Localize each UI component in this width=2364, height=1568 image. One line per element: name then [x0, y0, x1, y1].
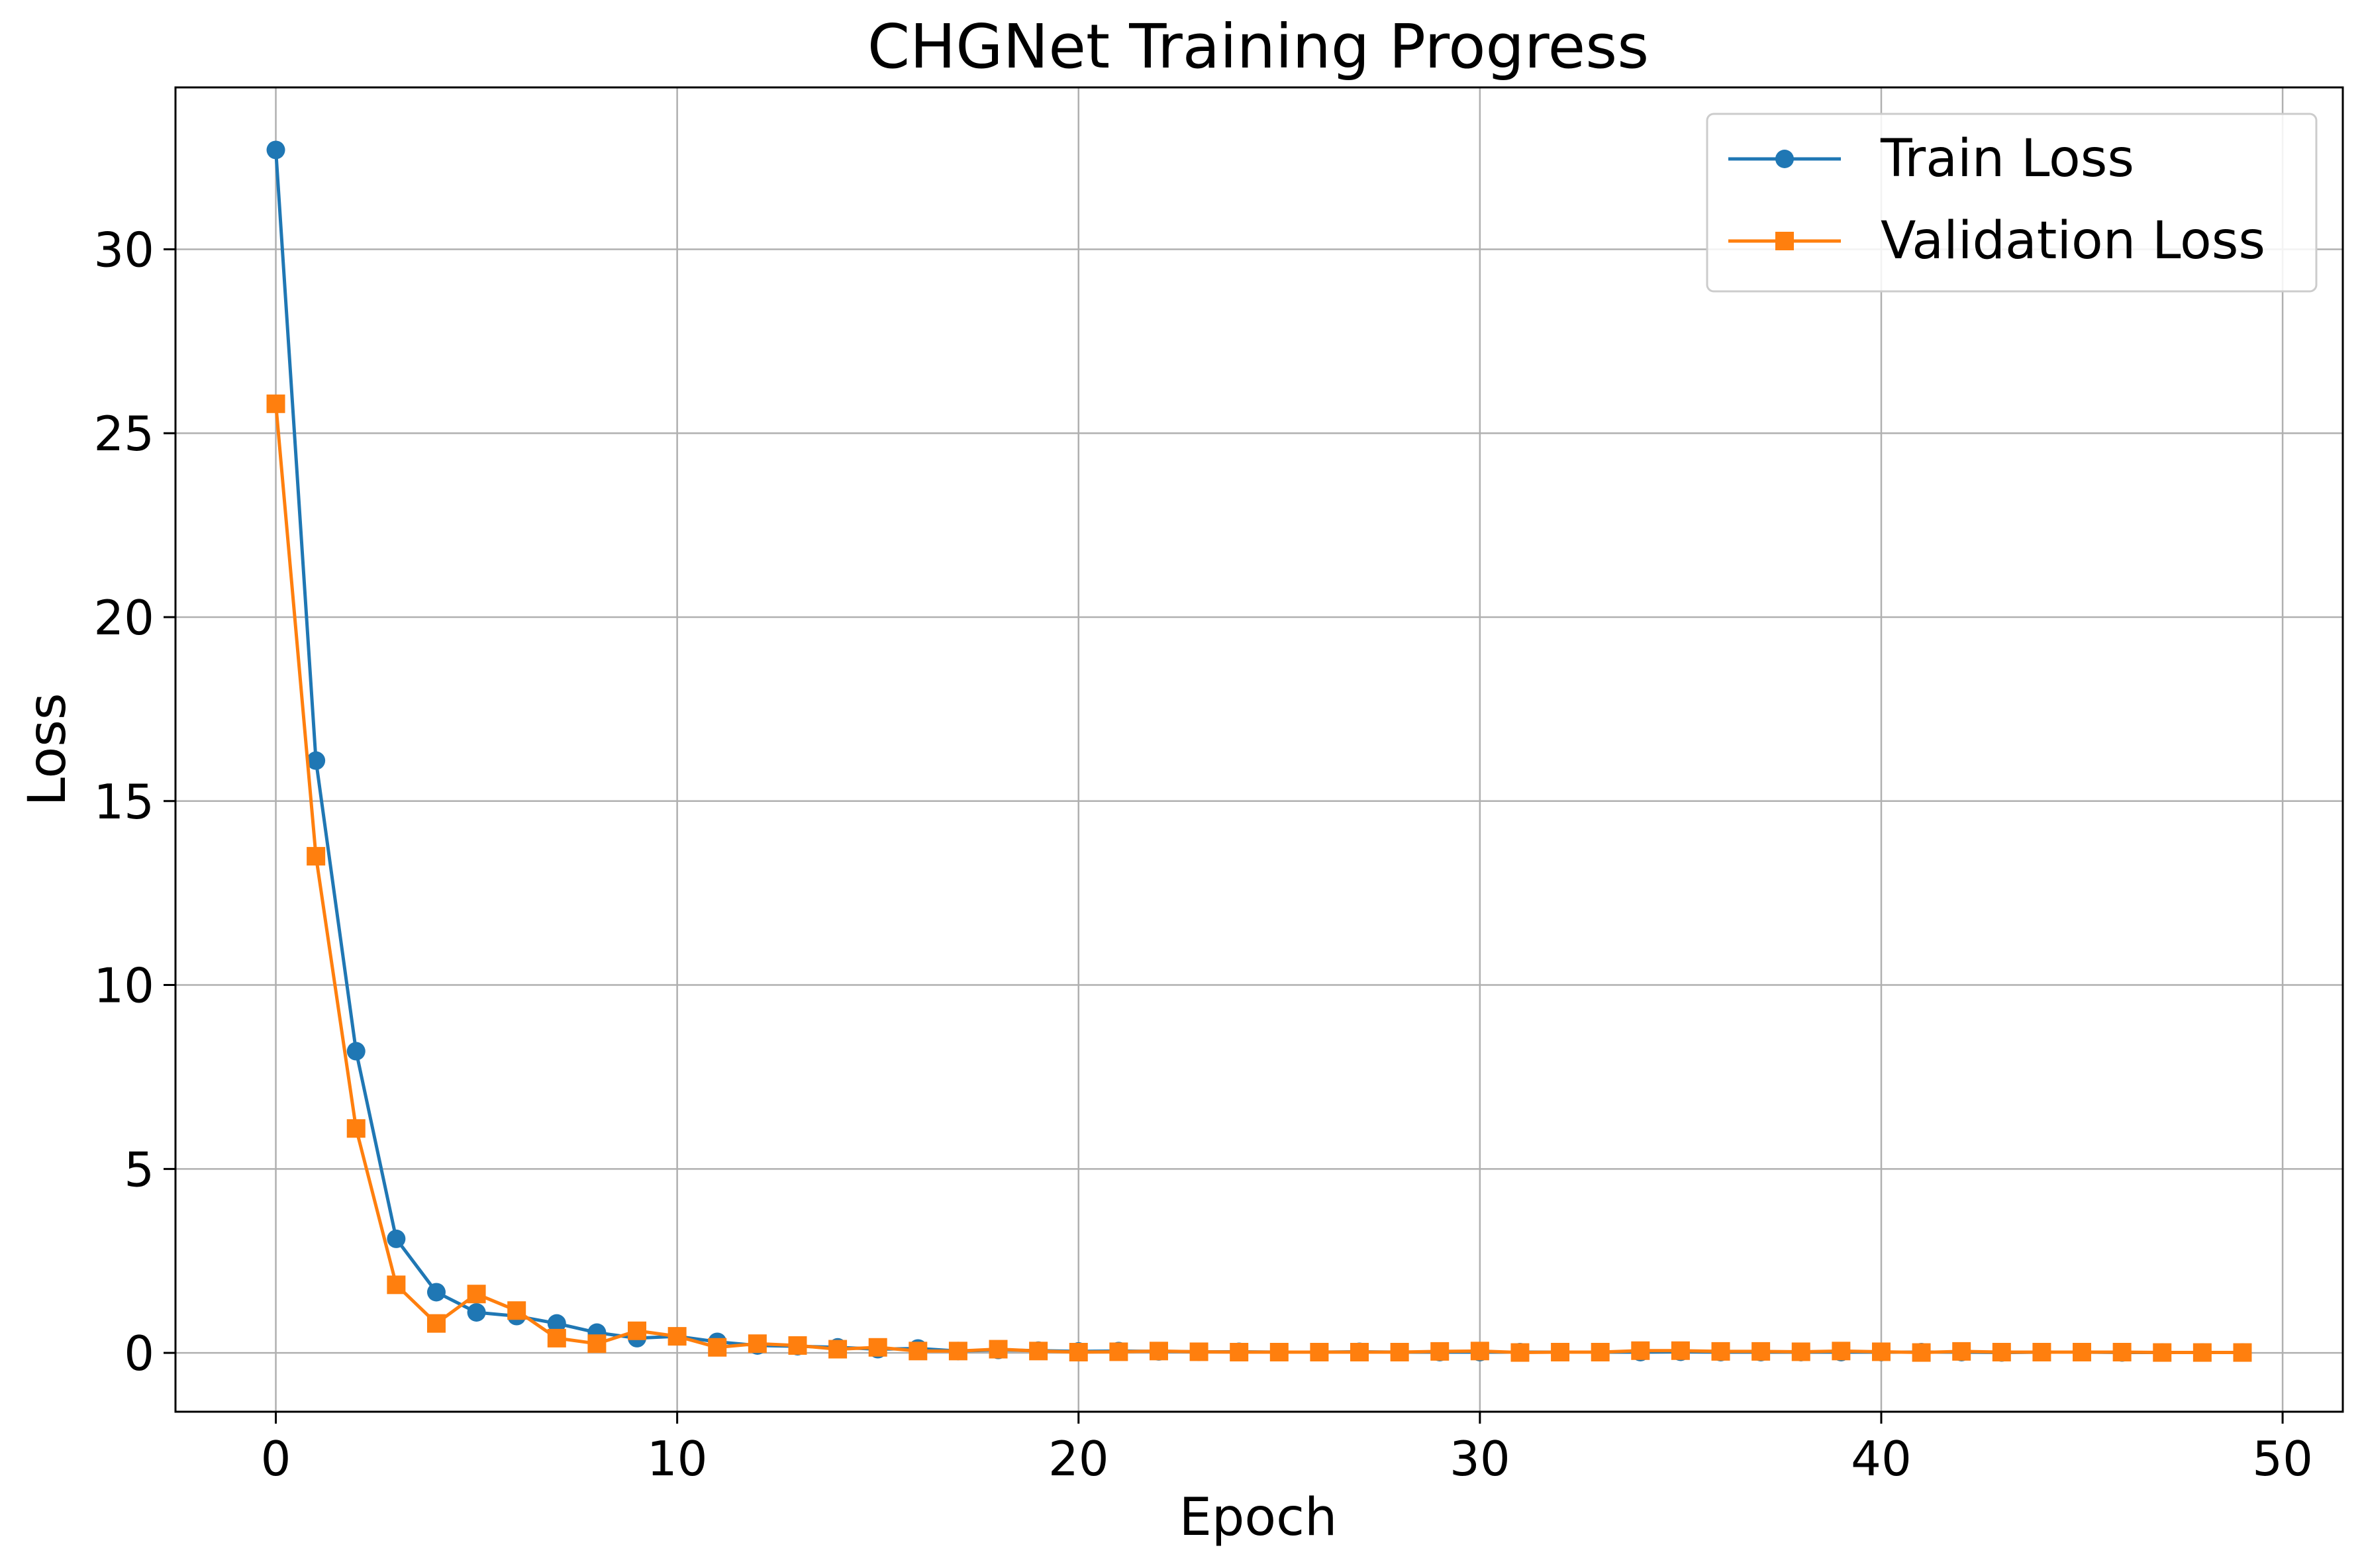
data-point	[1952, 1342, 1971, 1361]
y-tick-label: 25	[93, 406, 154, 462]
data-point	[307, 751, 326, 770]
data-point	[1510, 1343, 1530, 1362]
data-point	[989, 1340, 1008, 1359]
x-tick-label: 10	[647, 1431, 708, 1487]
x-axis-label: Epoch	[1179, 1488, 1338, 1547]
data-point	[909, 1342, 928, 1361]
data-point	[1189, 1342, 1208, 1361]
data-point	[387, 1229, 406, 1248]
chart-title: CHGNet Training Progress	[867, 11, 1649, 82]
y-axis-label: Loss	[18, 693, 77, 806]
data-point	[1069, 1343, 1088, 1361]
data-point	[1269, 1343, 1289, 1361]
data-point	[1109, 1342, 1128, 1361]
data-point	[547, 1328, 566, 1348]
y-tick-label: 5	[124, 1142, 154, 1197]
x-tick-label: 0	[261, 1431, 291, 1487]
data-point	[667, 1327, 687, 1346]
y-tick-label: 15	[93, 774, 154, 830]
data-point	[1671, 1341, 1690, 1360]
data-point	[1029, 1342, 1048, 1361]
x-tick-label: 40	[1851, 1431, 1912, 1487]
data-point	[467, 1285, 486, 1304]
data-point	[788, 1336, 807, 1355]
data-point	[1912, 1343, 1931, 1362]
legend-label-validation: Validation Loss	[1881, 211, 2265, 271]
data-point	[1390, 1343, 1409, 1361]
data-point	[2192, 1343, 2212, 1362]
data-point	[426, 1314, 446, 1333]
data-point	[1551, 1343, 1570, 1361]
data-point	[628, 1321, 647, 1340]
data-point	[1992, 1343, 2011, 1361]
axis-ticks: 0 10 20 30 40 50 0 5 10 15 20 25 30	[93, 222, 2313, 1487]
data-point	[467, 1303, 486, 1322]
data-point	[868, 1338, 887, 1357]
data-point	[426, 1283, 446, 1302]
data-point	[748, 1334, 767, 1353]
data-point	[1430, 1342, 1450, 1361]
data-point	[1310, 1343, 1329, 1361]
data-point	[1470, 1342, 1489, 1361]
data-point	[1149, 1342, 1168, 1361]
data-point	[587, 1334, 607, 1353]
data-point	[1350, 1343, 1369, 1361]
data-point	[1631, 1341, 1650, 1360]
y-tick-label: 10	[93, 958, 154, 1014]
data-point	[1230, 1343, 1249, 1361]
data-point	[1751, 1342, 1771, 1361]
data-point	[2073, 1343, 2092, 1361]
y-tick-label: 0	[124, 1326, 154, 1381]
legend-box	[1706, 113, 2318, 293]
data-point	[507, 1301, 526, 1320]
data-point	[708, 1338, 727, 1357]
plot-frame	[174, 86, 2344, 1413]
data-point	[2233, 1343, 2252, 1362]
data-point	[2153, 1343, 2172, 1362]
data-point	[1871, 1342, 1891, 1361]
data-point	[1591, 1343, 1610, 1361]
data-point	[266, 140, 285, 160]
series-layer	[266, 140, 2252, 1362]
legend-label-train: Train Loss	[1880, 129, 2134, 189]
legend-marker-train	[1775, 150, 1794, 168]
data-point	[266, 394, 285, 413]
data-point	[387, 1275, 406, 1295]
x-tick-label: 30	[1450, 1431, 1510, 1487]
series-validation-loss	[266, 394, 2252, 1362]
data-point	[346, 1042, 366, 1061]
legend: Train Loss Validation Loss	[1706, 113, 2318, 293]
data-point	[948, 1342, 967, 1361]
data-point	[2112, 1343, 2132, 1361]
data-point	[2032, 1343, 2051, 1361]
data-point	[828, 1340, 848, 1359]
y-tick-label: 20	[93, 590, 154, 646]
data-point	[307, 847, 326, 866]
legend-marker-validation	[1775, 232, 1794, 250]
data-point	[1791, 1342, 1810, 1361]
y-tick-label: 30	[93, 222, 154, 277]
data-point	[547, 1314, 566, 1333]
x-tick-label: 50	[2252, 1431, 2313, 1487]
data-point	[1711, 1342, 1730, 1361]
data-point	[1832, 1342, 1851, 1361]
x-tick-label: 20	[1048, 1431, 1109, 1487]
data-point	[346, 1119, 366, 1138]
